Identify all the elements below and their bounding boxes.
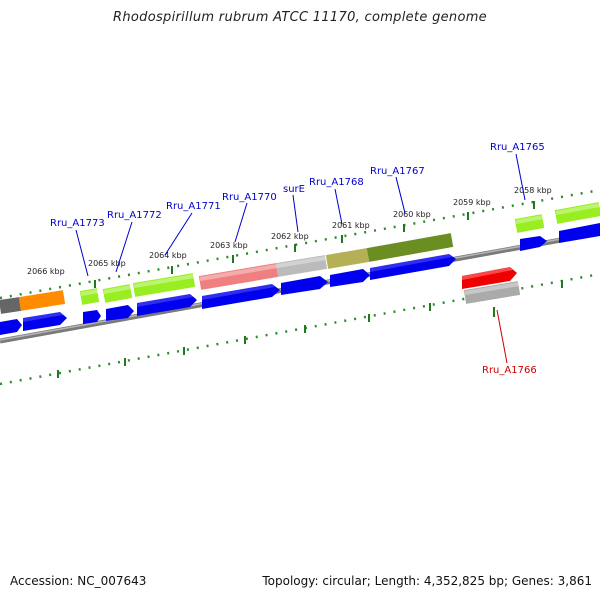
cds-arrows[interactable] xyxy=(0,223,600,335)
scale-label: 2058 kbp xyxy=(514,186,552,195)
cds-arrow xyxy=(202,284,280,309)
scale-label: 2061 kbp xyxy=(332,221,370,230)
cds-arrow xyxy=(137,294,197,316)
gene-label-rru-a1765: Rru_A1765 xyxy=(490,142,545,153)
inner-major-ticks xyxy=(57,280,563,378)
highlighted-gene-rru-a1766[interactable] xyxy=(462,267,517,289)
cds-arrow xyxy=(23,312,67,331)
scale-label: 2065 kbp xyxy=(88,259,126,268)
gene-labels: Rru_A1773 Rru_A1772 Rru_A1771 Rru_A1770 … xyxy=(50,142,545,376)
genome-stats-label: Topology: circular; Length: 4,352,825 bp… xyxy=(262,574,592,588)
gene-label-rru-a1771: Rru_A1771 xyxy=(166,201,221,212)
cds-arrow xyxy=(106,305,134,321)
feature-bars xyxy=(0,202,600,314)
gene-label-rru-a1766: Rru_A1766 xyxy=(482,365,537,376)
scale-label: 2059 kbp xyxy=(453,198,491,207)
scale-label: 2064 kbp xyxy=(149,251,187,260)
inner-tick-row xyxy=(0,272,600,386)
accession-label: Accession: NC_007643 xyxy=(10,574,147,588)
gene-label-rru-a1773: Rru_A1773 xyxy=(50,218,105,229)
cds-arrow xyxy=(0,319,22,335)
cds-arrow xyxy=(520,236,547,251)
cds-arrow xyxy=(370,254,456,280)
scale-label: 2060 kbp xyxy=(393,210,431,219)
gene-label-rru-a1767: Rru_A1767 xyxy=(370,166,425,177)
outer-tick-row xyxy=(0,188,600,300)
gene-label-rru-a1772: Rru_A1772 xyxy=(107,210,162,221)
cds-arrow xyxy=(281,276,328,295)
cds-arrow xyxy=(559,223,600,243)
outer-major-ticks xyxy=(94,201,535,288)
scale-label: 2066 kbp xyxy=(27,267,65,276)
gene-label-rru-a1770: Rru_A1770 xyxy=(222,192,277,203)
scale-label: 2063 kbp xyxy=(210,241,248,250)
scale-labels: 2066 kbp 2065 kbp 2064 kbp 2063 kbp 2062… xyxy=(27,186,552,276)
gene-label-sure: surE xyxy=(283,184,305,195)
genome-title: Rhodospirillum rubrum ATCC 11170, comple… xyxy=(113,10,487,25)
scale-label: 2062 kbp xyxy=(271,232,309,241)
cds-arrow xyxy=(83,310,101,324)
gene-label-rru-a1768: Rru_A1768 xyxy=(309,177,364,188)
cds-arrows-shade xyxy=(23,254,452,322)
cds-arrow xyxy=(330,269,370,287)
feature-bars-shade xyxy=(80,203,600,296)
label-leader-lines xyxy=(75,153,526,364)
